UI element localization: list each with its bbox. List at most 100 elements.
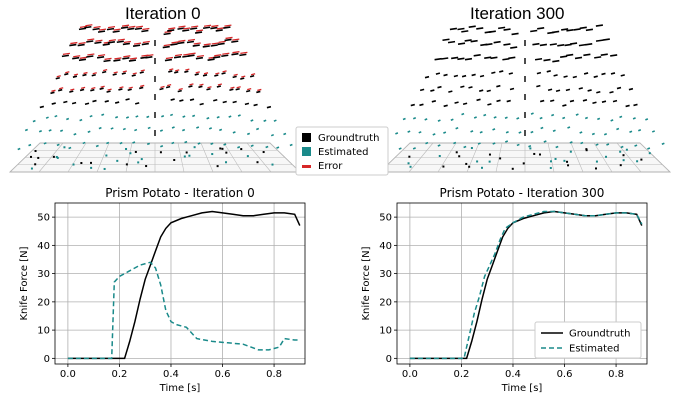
vector-glyph [634,144,638,147]
vector-glyph [105,154,108,157]
vector-glyphs [17,24,293,170]
vector-glyph [479,74,485,78]
vector-glyph [112,30,120,33]
x-tick-label: 0.8 [608,369,624,380]
vector-glyph [562,104,567,107]
vector-glyph [103,59,111,63]
vector-glyph [246,155,249,158]
vector-glyph [240,148,243,151]
vector-glyph [547,88,553,92]
vector-glyph [453,141,457,145]
vector-glyph [90,161,93,164]
vector-glyph [173,158,176,161]
vector-glyph [256,90,261,94]
vector-glyph [551,113,555,117]
legend-label-estimated: Estimated [318,147,369,158]
vector-glyph [398,147,402,150]
vector-glyph [68,146,72,150]
vector-glyph [231,40,239,43]
vector-glyph [622,159,625,162]
vector-glyph [573,28,581,31]
chart-iteration-300: Prism Potato - Iteration 300 0.0 0.2 0.4 0.6… [361,186,648,394]
vector-glyph [543,58,551,62]
error-glyph [247,88,252,91]
series-line-groundtruth [67,210,301,360]
vector-glyph [575,113,579,116]
vector-glyph [574,56,583,60]
vector-glyph [77,43,85,47]
vector-glyph [69,43,77,47]
error-glyph [93,25,101,29]
vector-glyph [101,113,105,116]
vector-glyph [45,116,49,119]
vector-glyph [509,87,515,91]
vector-glyph [490,56,498,60]
error-glyph [142,40,150,44]
vector-glyph [213,98,218,102]
vector-glyph [263,119,267,123]
vector-glyph [107,40,116,44]
vector-glyph [250,119,254,122]
error-glyph [65,71,70,74]
vector-glyph [78,58,87,62]
error-glyph [108,39,116,42]
error-glyph [85,24,93,27]
error-glyph [196,55,205,58]
series-line-estimated [409,210,643,360]
vector-glyph [211,153,214,156]
vector-glyph [116,159,119,162]
vector-glyph [555,145,559,149]
vector-glyph [567,164,570,167]
vector-glyph [216,165,219,168]
vector-glyph [224,38,232,42]
vector-glyph [34,163,37,166]
y-tick-label: 40 [379,241,392,252]
vector-glyph [106,90,111,93]
vector-glyph [470,147,473,150]
vector-glyph [28,143,32,147]
vector-glyph [637,128,642,132]
vector-glyph [63,100,68,104]
vector-glyph [195,56,204,60]
vector-glyph [112,73,117,76]
vector-glyph [585,149,588,152]
vector-glyph [48,129,52,132]
error-glyph [133,42,142,45]
vector-glyph [538,153,541,156]
error-glyph [188,52,196,55]
error-glyph [222,70,227,73]
error-glyph [83,71,88,75]
vector-glyph [94,41,102,45]
vector-glyph [594,56,602,59]
error-glyph [195,29,204,32]
vector-glyph [442,38,450,42]
vector-glyph [477,142,481,145]
vector-glyph [595,143,599,146]
vector-glyph [213,56,221,59]
vector-glyph [504,116,508,120]
vector-glyph [197,142,201,145]
x-tick-label: 0.6 [557,369,573,380]
vector-glyph [560,55,568,59]
vector-glyph [164,58,173,62]
y-tick-label: 20 [379,297,392,308]
vector-glyph [189,98,195,101]
vector-glyph [583,53,591,57]
vector-glyph [628,87,634,91]
vector-glyph [187,54,195,57]
vector-glyph [140,158,143,161]
vector-glyph [539,116,543,120]
vector-glyph [72,56,80,60]
vector-glyph [496,99,501,103]
vector-glyph [235,87,240,91]
vector-glyph [462,102,468,106]
vector-glyph [145,55,153,59]
error-glyph [233,73,238,77]
vector-glyph [125,116,130,119]
vector-glyph [52,155,55,158]
vector-glyph [457,57,465,61]
vector-glyph [17,147,21,151]
legend-label-groundtruth: Groundtruth [318,133,379,144]
vector-glyph [84,102,90,106]
vector-glyph [30,167,33,170]
